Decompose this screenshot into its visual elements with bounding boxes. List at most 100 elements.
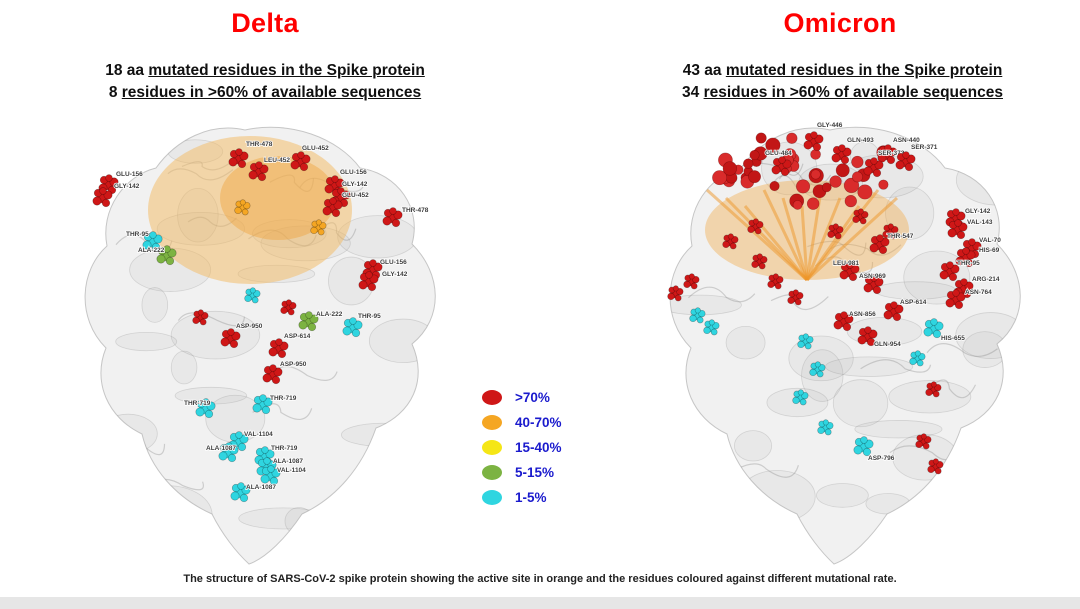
red-cap-sphere [786,132,798,144]
omicron-subtitle-line1-main: mutated residues in the Spike protein [725,62,1003,79]
red-residue-sphere [103,190,113,200]
legend-label: 40-70% [515,415,562,430]
red-residue-sphere [803,140,813,150]
red-residue-sphere [329,197,337,205]
cyan-residue-sphere [239,434,249,444]
residue-label: ALA-222 [316,311,343,318]
omicron-subtitle: 43 aa mutated residues in the Spike prot… [615,60,1070,104]
cyan-residue-sphere [806,335,814,344]
red-residue-sphere [880,237,890,247]
red-residue-sphere [848,272,858,282]
red-residue-sphere [827,230,835,239]
cyan-legend-dot [482,490,502,505]
red-cap-sphere [792,200,803,210]
red-cap-sphere [857,184,873,200]
cyan-residue-sphere [267,465,275,473]
red-residue-sphere [814,134,824,144]
delta-subtitle-line1: 18 aa mutated residues in the Spike prot… [30,60,500,82]
residue-label: ASP-796 [868,455,895,462]
cyan-residue-sphere [260,474,270,484]
red-cap-sphere [722,161,738,176]
red-residue-sphere [872,285,882,295]
red-residue-sphere [257,172,267,182]
omicron-subtitle-line1: 43 aa mutated residues in the Spike prot… [615,60,1070,82]
red-residue-sphere [834,232,842,240]
red-residue-sphere [964,281,974,291]
red-residue-sphere [846,261,854,269]
cyan-residue-sphere [235,431,243,439]
cyan-residue-sphere [799,398,807,406]
red-residue-sphere [955,256,965,266]
red-residue-sphere [794,298,802,306]
red-residue-sphere [231,331,241,341]
red-residue-sphere [852,215,860,224]
red-residue-sphere [840,155,850,165]
cyan-residue-sphere [809,368,817,377]
ribbon-squiggle [177,312,245,327]
cyan-residue-sphere [265,449,275,459]
surface-blob [703,438,732,470]
red-residue-sphere [782,159,792,169]
orange-fan-streak [805,189,880,281]
red-residue-sphere [227,328,235,336]
legend-item: 5-15% [482,465,562,480]
orange-residue-sphere [234,206,242,215]
cyan-residue-sphere [923,327,933,337]
cyan-residue-sphere [816,370,824,378]
red-residue-sphere [952,208,960,216]
cyan-residue-sphere [259,394,267,402]
cyan-residue-sphere [252,403,262,413]
surface-blob [832,379,889,428]
red-cap-sphere [765,137,781,153]
omicron-orange-fan [705,188,899,282]
cyan-residue-sphere [797,389,804,396]
red-residue-sphere [369,274,379,284]
surface-blob [725,325,766,360]
red-residue-sphere [857,208,864,215]
red-residue-sphere [954,300,964,310]
cyan-residue-sphere [814,361,821,368]
red-cap-sphere [749,149,760,161]
residue-label: ASN-440 [893,137,920,144]
surface-blob [734,430,773,462]
surface-blob [170,310,261,360]
red-residue-sphere [382,216,392,226]
red-residue-sphere [894,304,904,314]
cyan-residue-sphere [802,333,809,340]
residue-label: GLU-156 [340,169,367,176]
red-residue-sphere [676,287,684,296]
green-residue-sphere [167,248,177,258]
red-cap-sphere [810,169,821,180]
red-residue-sphere [932,458,939,465]
cyan-residue-sphere [909,357,917,366]
ribbon-squiggle [688,286,756,303]
red-residue-sphere [840,311,848,319]
red-residue-sphere [866,337,876,347]
residue-label: ASN-856 [849,311,876,318]
red-cap-sphere [810,149,821,160]
red-residue-sphere [756,253,763,260]
cyan-residue-sphere [694,307,701,314]
surface-blob [955,154,1021,206]
residue-label: THR-478 [246,141,273,148]
residue-label: THR-547 [887,233,914,240]
surface-blob [132,471,169,518]
red-residue-sphere [758,262,766,270]
red-residue-sphere [228,157,238,167]
omicron-active-site-orange [705,180,909,282]
red-residue-sphere [367,282,377,292]
legend-item: 40-70% [482,415,562,430]
red-residue-sphere [667,292,675,301]
cyan-residue-sphere [149,231,157,239]
cyan-residue-sphere [708,319,715,326]
cyan-residue-sphere [818,363,826,372]
cyan-residue-sphere [237,482,245,490]
figure-caption: The structure of SARS-CoV-2 spike protei… [183,573,897,585]
cyan-residue-sphere [151,242,161,252]
red-residue-sphere [690,282,698,290]
red-residue-sphere [373,262,383,272]
red-residue-sphere [960,278,968,286]
red-residue-sphere [729,242,737,250]
residue-label: VAL-70 [979,237,1001,244]
surface-blob [363,494,427,520]
